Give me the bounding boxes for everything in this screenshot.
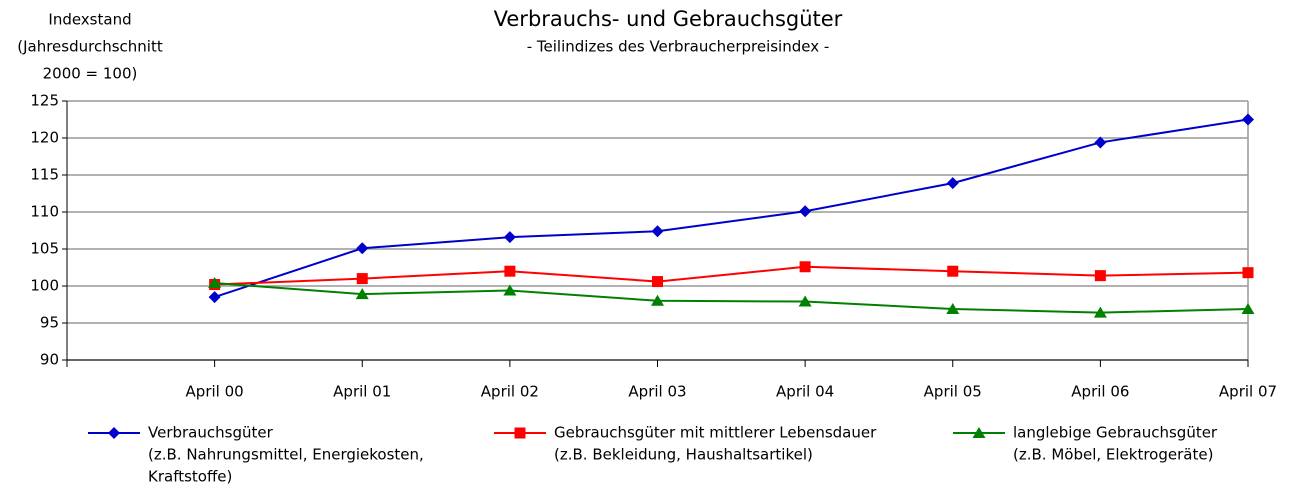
data-point: [1242, 267, 1254, 279]
data-point: [1094, 270, 1106, 282]
series-line: [214, 282, 1249, 314]
x-tick-label: April 06: [1071, 383, 1129, 401]
x-tick-label: April 02: [481, 383, 539, 401]
y-axis-label: 2000 = 100): [43, 65, 138, 83]
legend-note: (z.B. Bekleidung, Haushaltsartikel): [554, 446, 813, 464]
data-point: [946, 177, 959, 190]
data-point: [208, 277, 222, 289]
data-point: [652, 276, 663, 288]
y-tick-label: 110: [30, 203, 59, 221]
x-tick-label: April 05: [924, 383, 982, 401]
legend-marker: [514, 427, 526, 439]
y-tick-label: 125: [30, 92, 59, 110]
x-tick-label: April 01: [333, 383, 391, 401]
data-point: [1242, 113, 1254, 126]
series-line: [214, 265, 1249, 286]
data-point: [503, 284, 517, 296]
y-tick-label: 90: [40, 351, 59, 369]
data-point: [946, 302, 960, 314]
chart-title: Verbrauchs- und Gebrauchsgüter: [494, 7, 843, 31]
data-point: [1094, 136, 1107, 149]
legend-note: (z.B. Möbel, Elektrogeräte): [1013, 446, 1213, 464]
data-point: [356, 242, 369, 255]
x-tick-label: April 04: [776, 383, 834, 401]
legend-note: (z.B. Nahrungsmittel, Energiekosten,: [148, 446, 424, 464]
legend-label: langlebige Gebrauchsgüter: [1013, 424, 1218, 442]
data-point: [208, 291, 221, 304]
data-point: [356, 273, 368, 285]
data-point: [503, 231, 516, 244]
legend-note: Kraftstoffe): [148, 468, 232, 486]
data-point: [947, 265, 959, 277]
legend-label: Gebrauchsgüter mit mittlerer Lebensdauer: [554, 424, 877, 442]
legend-label: Verbrauchsgüter: [148, 424, 274, 442]
y-tick-label: 105: [30, 240, 59, 258]
y-tick-label: 100: [30, 277, 59, 295]
series-line: [214, 118, 1249, 299]
data-point: [651, 225, 664, 238]
data-point: [799, 205, 812, 218]
y-tick-label: 115: [30, 166, 59, 184]
data-point: [799, 261, 811, 273]
chart-subtitle: - Teilindizes des Verbraucherpreisindex …: [527, 38, 830, 56]
legend-marker: [108, 427, 120, 439]
y-tick-label: 120: [30, 129, 59, 147]
data-point: [355, 288, 369, 300]
y-axis-label: (Jahresdurchschnitt: [17, 38, 163, 56]
data-point: [504, 265, 516, 277]
x-tick-label: April 03: [628, 383, 686, 401]
data-point: [651, 294, 664, 306]
data-point: [1093, 306, 1107, 318]
y-axis-label: Indexstand: [48, 11, 131, 29]
data-point: [1241, 302, 1255, 314]
x-tick-label: April 00: [186, 383, 244, 401]
legend-marker: [972, 427, 986, 438]
y-tick-label: 95: [40, 314, 59, 332]
data-point: [798, 295, 812, 307]
x-tick-label: April 07: [1219, 383, 1277, 401]
